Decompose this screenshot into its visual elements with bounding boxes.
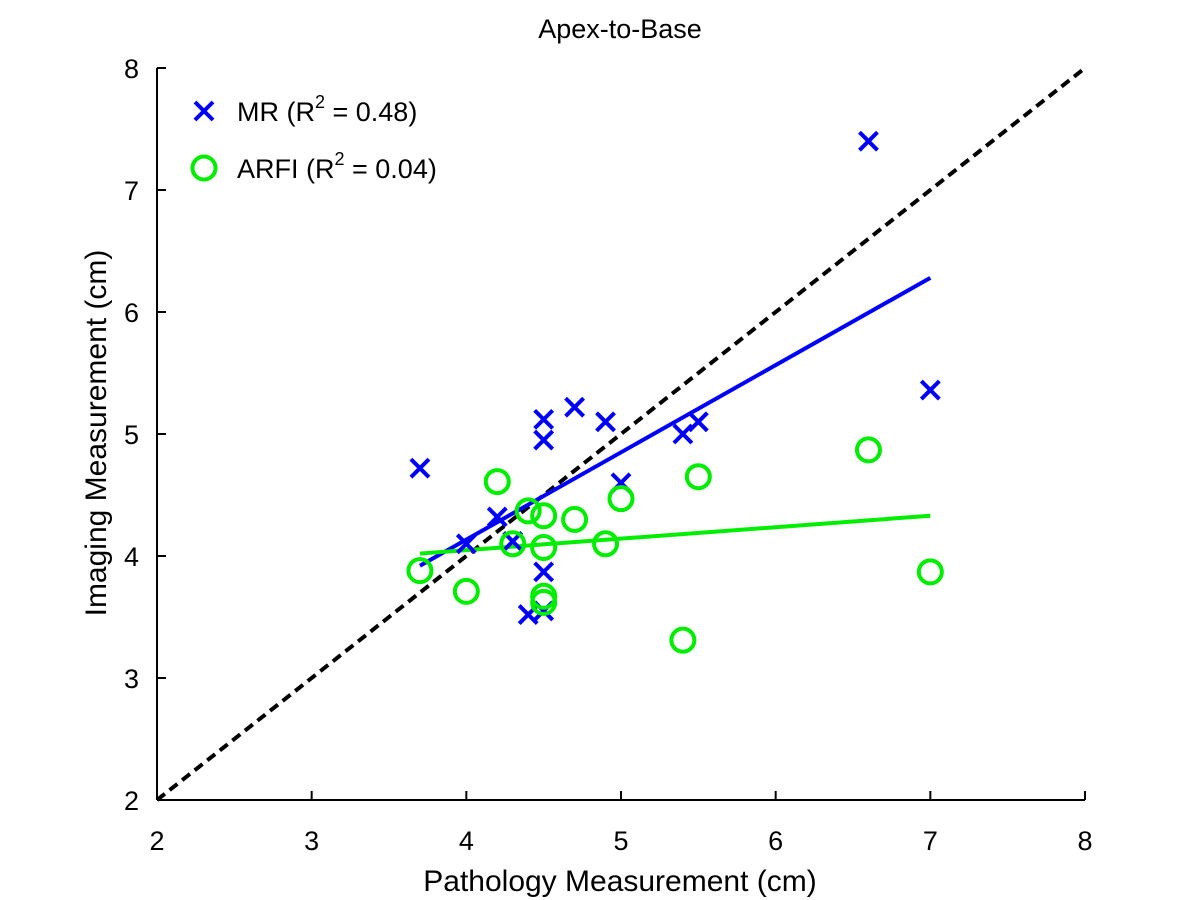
legend: MR (R2 = 0.48)ARFI (R2 = 0.04) <box>190 92 437 184</box>
mr-point <box>409 457 431 479</box>
y-tick-label: 7 <box>124 176 139 206</box>
mr-point <box>533 408 555 430</box>
y-tick-label: 5 <box>124 420 139 450</box>
x-tick-label: 2 <box>149 826 164 856</box>
x-tick-label: 4 <box>459 826 474 856</box>
arfi-point <box>854 436 882 464</box>
mr-legend-label: MR (R2 = 0.48) <box>237 92 417 127</box>
arfi-point <box>530 533 558 561</box>
arfi-point <box>916 558 944 586</box>
mr-point <box>919 379 941 401</box>
mr-point <box>455 533 477 555</box>
arfi-point <box>592 530 620 558</box>
arfi-legend-label: ARFI (R2 = 0.04) <box>237 149 437 184</box>
arfi-point <box>530 502 558 530</box>
arfi-legend-prefix: ARFI (R <box>237 154 335 184</box>
x-tick-label: 7 <box>923 826 938 856</box>
y-tick-label: 2 <box>124 786 139 816</box>
arfi-legend-superscript: 2 <box>335 149 345 169</box>
y-tick-label: 3 <box>124 664 139 694</box>
x-axis-label: Pathology Measurement (cm) <box>423 865 817 898</box>
y-tick-label: 4 <box>124 542 139 572</box>
arfi-point <box>607 485 635 513</box>
mr-legend-superscript: 2 <box>315 92 325 112</box>
mr-point <box>533 561 555 583</box>
arfi-legend-suffix: = 0.04) <box>345 154 437 184</box>
arfi-point <box>514 497 542 525</box>
x-tick-label: 6 <box>768 826 783 856</box>
mr-fit-line <box>418 276 932 568</box>
mr-point <box>687 411 709 433</box>
arfi-point <box>561 505 589 533</box>
x-tick-label: 8 <box>1077 826 1092 856</box>
mr-point <box>858 130 879 152</box>
mr-point <box>486 506 508 528</box>
arfi-point <box>406 557 434 585</box>
y-tick-label: 8 <box>124 54 139 84</box>
arfi-point <box>452 577 480 605</box>
mr-point <box>564 396 586 418</box>
mr-point <box>672 423 694 445</box>
mr-point <box>533 429 555 451</box>
reference-line <box>155 66 1087 802</box>
x-tick-label: 3 <box>304 826 319 856</box>
arfi-point <box>684 463 712 491</box>
x-tick-label: 5 <box>613 826 628 856</box>
plot-area <box>155 66 1087 802</box>
arfi-legend-marker <box>190 154 218 182</box>
mr-legend-prefix: MR (R <box>237 97 315 127</box>
y-tick-label: 6 <box>124 298 139 328</box>
arfi-point <box>483 468 511 496</box>
chart-title: Apex-to-Base <box>538 14 702 44</box>
arfi-point <box>669 626 697 654</box>
arfi-point <box>530 588 558 616</box>
arfi-point <box>499 530 527 558</box>
mr-point <box>595 411 616 433</box>
y-axis-label: Imaging Measurement (cm) <box>80 250 113 617</box>
axes: 2 3 4 5 6 7 8 2 3 4 5 6 7 8 <box>124 54 1093 856</box>
mr-legend-marker <box>193 100 215 122</box>
mr-legend-suffix: = 0.48) <box>325 97 417 127</box>
